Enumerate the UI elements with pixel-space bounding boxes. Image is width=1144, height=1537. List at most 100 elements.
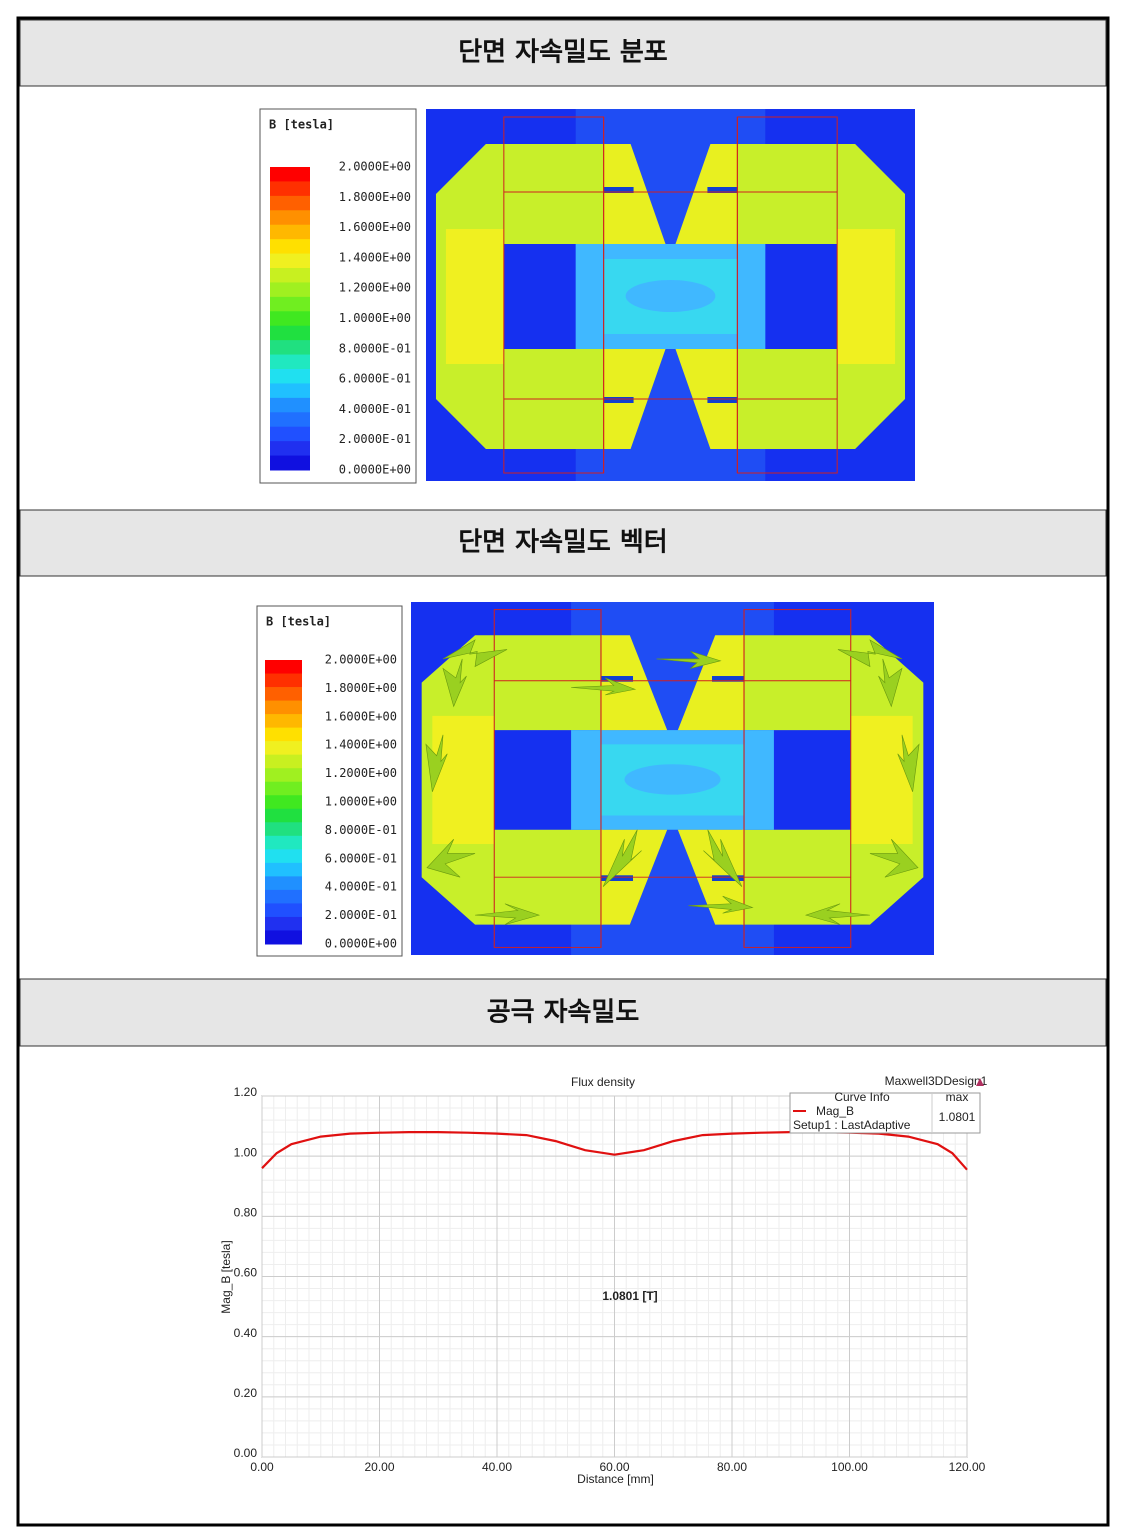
chart-title: Flux density bbox=[571, 1075, 635, 1089]
x-tick-label: 60.00 bbox=[599, 1460, 629, 1474]
y-tick-label: 0.00 bbox=[234, 1446, 258, 1460]
x-tick-label: 120.00 bbox=[949, 1460, 986, 1474]
y-tick-label: 1.00 bbox=[234, 1145, 258, 1159]
legend-band bbox=[265, 727, 302, 742]
header-bar bbox=[19, 509, 1107, 577]
legend-label: 1.0000E+00 bbox=[339, 311, 411, 325]
legend-band bbox=[265, 795, 302, 810]
legend-entry: Mag_B bbox=[816, 1104, 854, 1118]
legend-label: 2.0000E+00 bbox=[325, 653, 397, 667]
legend-label: 1.6000E+00 bbox=[325, 709, 397, 723]
legend-band bbox=[265, 687, 302, 702]
legend-band bbox=[265, 781, 302, 796]
legend-band bbox=[265, 903, 302, 918]
y-tick-label: 0.80 bbox=[234, 1206, 258, 1220]
legend-band bbox=[265, 741, 302, 756]
legend-band bbox=[265, 930, 302, 945]
y-tick-label: 0.60 bbox=[234, 1266, 258, 1280]
legend-band bbox=[265, 808, 302, 823]
legend-band bbox=[265, 849, 302, 864]
watermark: Maxwell3DDesign1 bbox=[885, 1074, 988, 1088]
legend-label: 1.2000E+00 bbox=[325, 766, 397, 780]
watermark-icon bbox=[976, 1078, 984, 1086]
legend-band bbox=[265, 862, 302, 877]
legend-label: 6.0000E-01 bbox=[339, 372, 411, 386]
legend-band bbox=[270, 195, 310, 211]
legend-label: 1.0000E+00 bbox=[325, 795, 397, 809]
legend-label: 2.0000E-01 bbox=[325, 908, 397, 922]
legend-band bbox=[270, 239, 310, 255]
y-tick-label: 0.40 bbox=[234, 1326, 258, 1340]
legend-band bbox=[270, 210, 310, 226]
legend-band bbox=[265, 768, 302, 783]
legend-band bbox=[265, 660, 302, 675]
annotation: 1.0801 [T] bbox=[602, 1289, 657, 1303]
x-tick-label: 80.00 bbox=[717, 1460, 747, 1474]
legend-band bbox=[270, 397, 310, 413]
legend-band bbox=[265, 822, 302, 837]
line-chart: 0.00 20.00 40.00 60.00 80.00 100.00 120.00 0.00… bbox=[219, 1074, 988, 1486]
legend-band bbox=[265, 754, 302, 769]
legend-band bbox=[270, 224, 310, 240]
legend-label: 1.2000E+00 bbox=[339, 281, 411, 295]
legend-band bbox=[270, 282, 310, 298]
legend-band bbox=[270, 369, 310, 384]
legend-band bbox=[265, 916, 302, 931]
legend-band bbox=[270, 455, 310, 471]
legend-label: 2.0000E-01 bbox=[339, 432, 411, 446]
legend-band bbox=[270, 441, 310, 457]
legend-label: 1.6000E+00 bbox=[339, 220, 411, 234]
section-title: 단면 자속밀도 분포 bbox=[458, 38, 668, 68]
legend-label: 1.8000E+00 bbox=[339, 190, 411, 204]
curve-legend-header: max bbox=[946, 1090, 969, 1104]
legend-label: 0.0000E+00 bbox=[339, 463, 411, 477]
legend-band bbox=[270, 354, 310, 370]
legend-band bbox=[270, 325, 310, 341]
x-tick-label: 40.00 bbox=[482, 1460, 512, 1474]
legend-band bbox=[270, 340, 310, 356]
legend-title: B [tesla] bbox=[269, 118, 334, 132]
y-tick-label: 1.20 bbox=[234, 1085, 258, 1099]
x-tick-label: 20.00 bbox=[364, 1460, 394, 1474]
legend-label: 8.0000E-01 bbox=[325, 823, 397, 837]
legend-band bbox=[270, 426, 310, 442]
legend-band bbox=[265, 889, 302, 904]
legend-label: 4.0000E-01 bbox=[325, 880, 397, 894]
legend-label: 2.0000E+00 bbox=[339, 160, 411, 174]
legend-band bbox=[270, 412, 310, 428]
legend-band bbox=[270, 296, 310, 312]
vector-map bbox=[411, 602, 934, 955]
legend-band bbox=[265, 673, 302, 688]
x-tick-label: 100.00 bbox=[831, 1460, 868, 1474]
section-title: 공극 자속밀도 bbox=[487, 998, 640, 1028]
x-axis-label: Distance [mm] bbox=[577, 1472, 654, 1486]
legend-band bbox=[270, 268, 310, 283]
legend-band bbox=[265, 876, 302, 891]
legend-label: 1.4000E+00 bbox=[325, 738, 397, 752]
curve-legend bbox=[789, 1092, 981, 1134]
legend-max: 1.0801 bbox=[939, 1110, 976, 1124]
legend-title: B [tesla] bbox=[266, 615, 331, 629]
legend-label: 6.0000E-01 bbox=[325, 851, 397, 865]
legend-band bbox=[265, 835, 302, 850]
legend-band bbox=[270, 167, 310, 182]
legend-band bbox=[270, 311, 310, 327]
y-tick-label: 0.20 bbox=[234, 1386, 258, 1400]
legend-label: 8.0000E-01 bbox=[339, 341, 411, 355]
curve-legend-header: Curve Info bbox=[834, 1090, 890, 1104]
legend-label: 4.0000E-01 bbox=[339, 402, 411, 416]
legend-band bbox=[265, 714, 302, 729]
legend-band bbox=[265, 700, 302, 715]
legend-label: 1.4000E+00 bbox=[339, 250, 411, 264]
legend-setup: Setup1 : LastAdaptive bbox=[793, 1118, 911, 1132]
section-title: 단면 자속밀도 벡터 bbox=[458, 528, 667, 558]
header-bar bbox=[19, 978, 1107, 1047]
x-tick-label: 0.00 bbox=[250, 1460, 274, 1474]
header-bar bbox=[19, 19, 1107, 87]
legend-label: 1.8000E+00 bbox=[325, 681, 397, 695]
field-map bbox=[426, 109, 915, 481]
outer-border bbox=[16, 16, 1110, 1527]
legend-band bbox=[270, 383, 310, 399]
legend-band bbox=[270, 253, 310, 269]
